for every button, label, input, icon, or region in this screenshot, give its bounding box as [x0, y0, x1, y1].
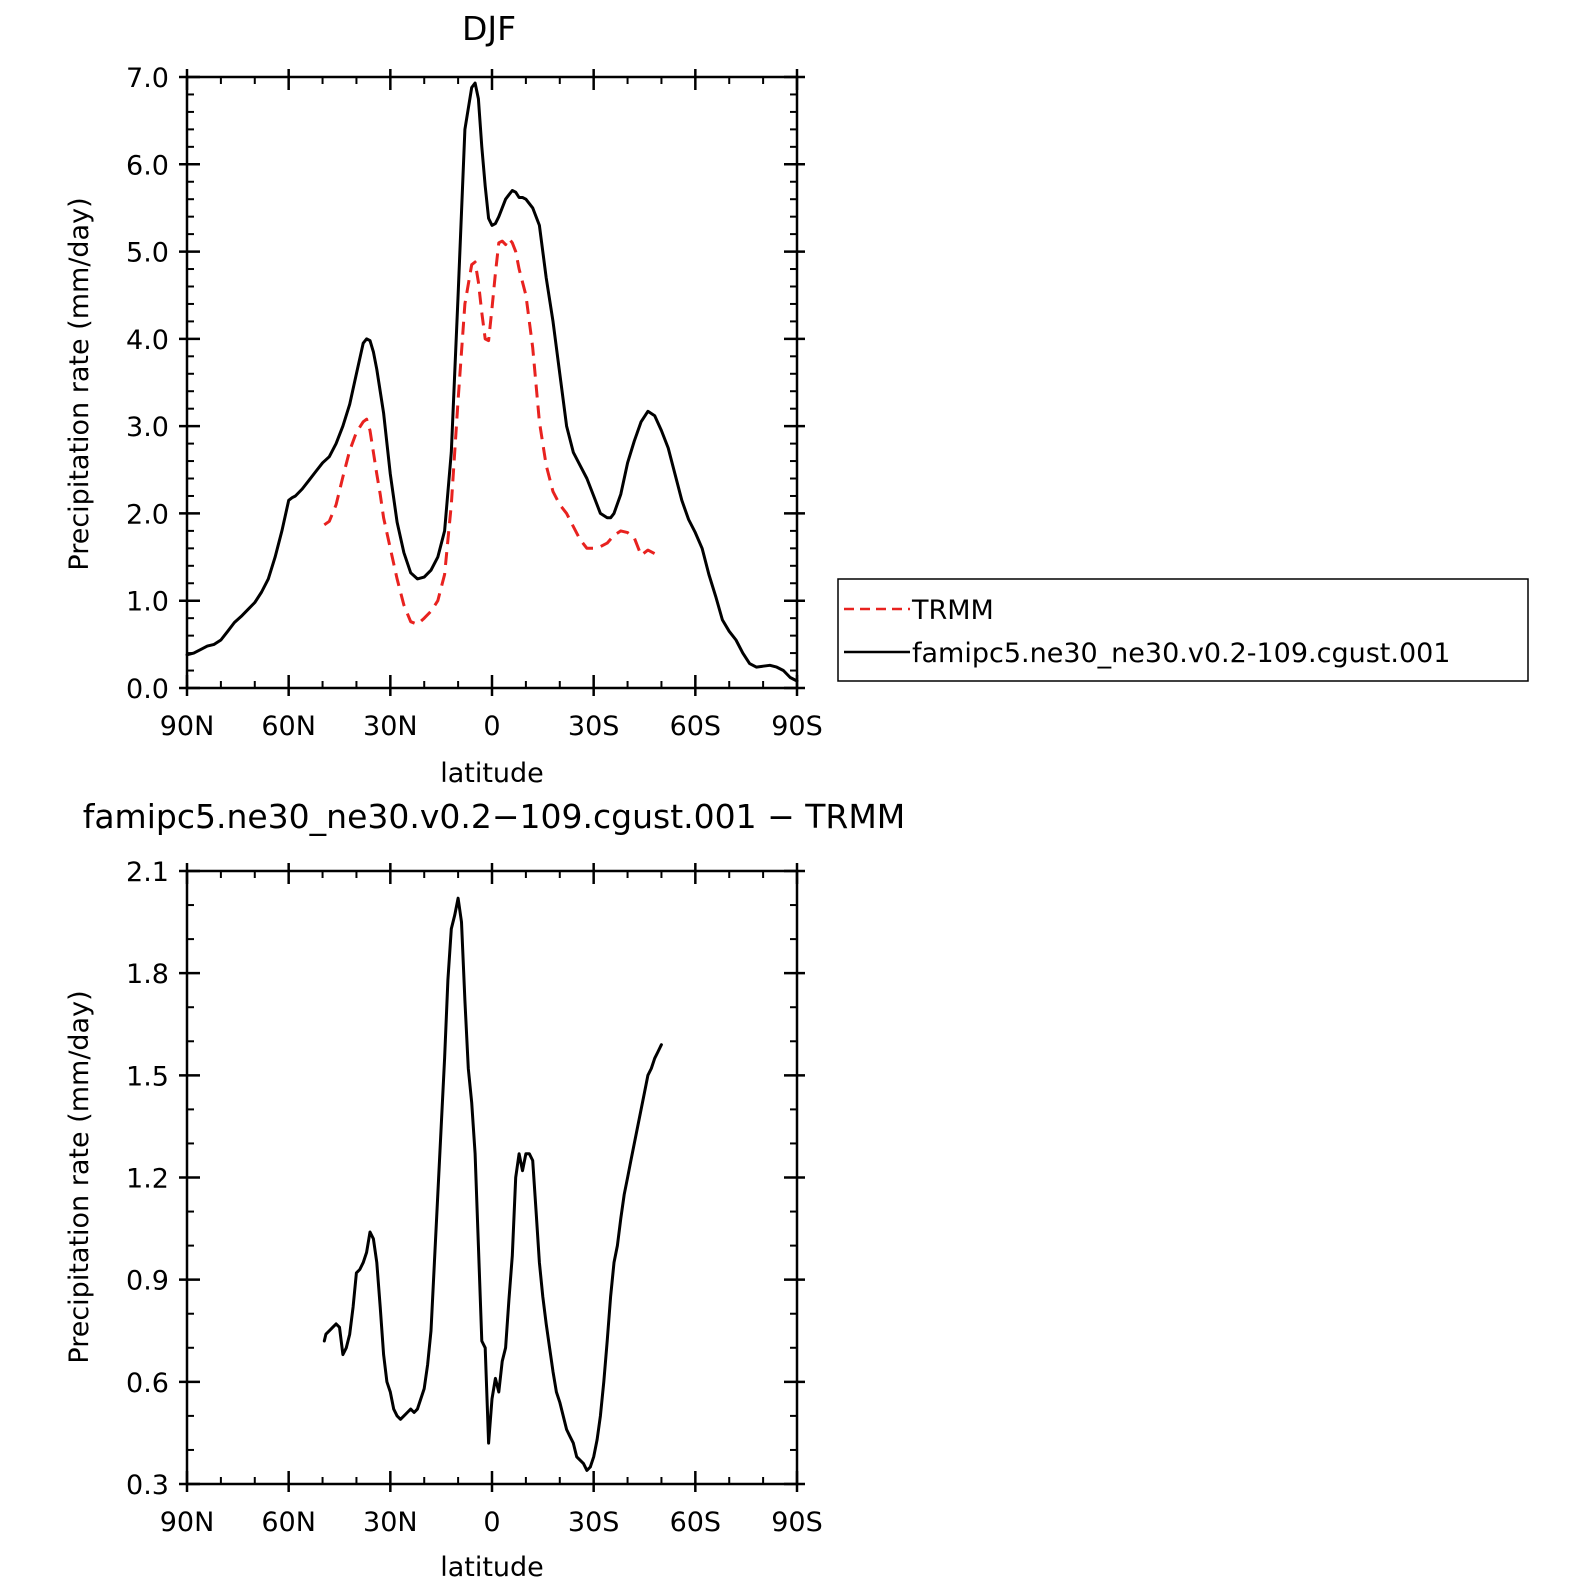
x-tick-label: 30S — [568, 711, 620, 742]
y-tick-label: 1.0 — [126, 587, 169, 618]
series-lines — [185, 81, 799, 683]
series-line-0 — [323, 237, 661, 626]
y-tick-label: 1.8 — [126, 959, 169, 990]
x-tick-label: 60N — [261, 1507, 316, 1538]
x-axis-label: latitude — [440, 758, 544, 789]
x-tick-label: 30S — [568, 1507, 620, 1538]
x-tick-label: 90S — [771, 1507, 823, 1538]
series-line-0 — [322, 896, 663, 1472]
y-tick-label: 0.9 — [126, 1266, 169, 1297]
y-tick-label: 5.0 — [126, 238, 169, 269]
y-tick-label: 3.0 — [126, 412, 169, 443]
chart-title: famipc5.ne30_ne30.v0.2−109.cgust.001 − T… — [83, 797, 906, 836]
y-tick-label: 6.0 — [126, 150, 169, 181]
x-tick-label: 0 — [483, 711, 500, 742]
legend-box — [837, 578, 1529, 682]
legend-label-model: famipc5.ne30_ne30.v0.2-109.cgust.001 — [912, 638, 1450, 669]
x-tick-label: 30N — [363, 711, 418, 742]
axis-ticks — [179, 863, 805, 1492]
x-tick-labels: 90N 60N 30N 0 30S 60S 90S — [160, 711, 823, 742]
x-tick-label: 0 — [483, 1507, 500, 1538]
series-lines — [322, 896, 663, 1472]
x-tick-label: 90N — [160, 1507, 215, 1538]
y-tick-label: 0.3 — [126, 1470, 169, 1501]
x-tick-label: 90N — [160, 711, 215, 742]
y-tick-labels: 0.3 0.6 0.9 1.2 1.5 1.8 2.1 — [126, 857, 169, 1501]
x-tick-label: 90S — [771, 711, 823, 742]
y-axis-label: Precipitation rate (mm/day) — [64, 197, 95, 570]
axis-ticks — [179, 69, 805, 696]
x-tick-label: 60N — [261, 711, 316, 742]
legend-label-trmm: TRMM — [911, 595, 994, 626]
y-tick-label: 1.2 — [126, 1164, 169, 1195]
chart-title: DJF — [462, 9, 516, 48]
x-axis-label: latitude — [440, 1552, 544, 1583]
y-axis-label: Precipitation rate (mm/day) — [64, 990, 95, 1363]
y-tick-label: 2.1 — [126, 857, 169, 888]
y-tick-label: 7.0 — [126, 63, 169, 94]
y-tick-label: 0.0 — [126, 674, 169, 705]
y-tick-label: 1.5 — [126, 1061, 169, 1092]
bottom-chart: famipc5.ne30_ne30.v0.2−109.cgust.001 − T… — [64, 797, 905, 1583]
top-chart: DJF 0.0 1.0 2.0 3.0 4.0 5.0 6.0 7.0 90N 60N 30N 0 3… — [64, 9, 823, 789]
y-tick-label: 2.0 — [126, 499, 169, 530]
y-tick-label: 4.0 — [126, 325, 169, 356]
series-line-1 — [185, 81, 799, 683]
y-tick-labels: 0.0 1.0 2.0 3.0 4.0 5.0 6.0 7.0 — [126, 63, 169, 705]
x-tick-labels: 90N 60N 30N 0 30S 60S 90S — [160, 1507, 823, 1538]
plot-frame — [185, 75, 799, 690]
legend: TRMM famipc5.ne30_ne30.v0.2-109.cgust.00… — [837, 578, 1529, 682]
y-tick-label: 0.6 — [126, 1368, 169, 1399]
x-tick-label: 30N — [363, 1507, 418, 1538]
x-tick-label: 60S — [670, 711, 722, 742]
x-tick-label: 60S — [670, 1507, 722, 1538]
